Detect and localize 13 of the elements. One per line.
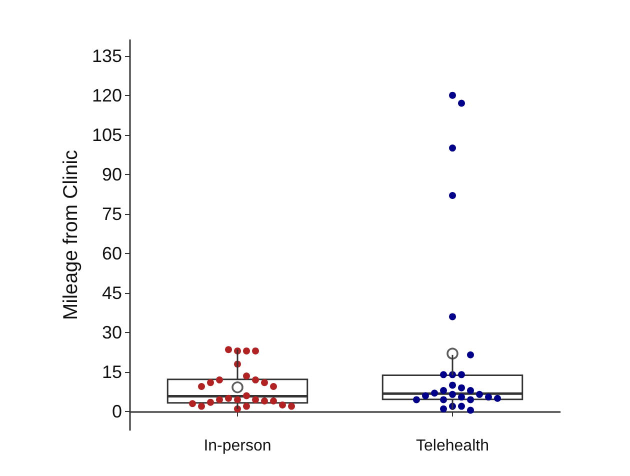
y-tick-label: 30 (102, 322, 122, 342)
x-tick-label: Telehealth (416, 438, 489, 454)
y-tick-label: 105 (92, 124, 122, 145)
y-tick-label: 60 (102, 243, 122, 264)
y-tick-label: 90 (102, 164, 122, 184)
y-tick-label: 120 (92, 85, 122, 106)
y-tick-label: 75 (102, 204, 122, 224)
y-axis-title: Mileage from Clinic (60, 150, 82, 320)
y-tick-label: 45 (102, 282, 122, 303)
x-tick-label: In-person (204, 438, 272, 454)
y-tick-label: 15 (102, 362, 122, 382)
y-tick-label: 135 (92, 46, 122, 66)
y-tick-label: 0 (112, 402, 122, 422)
